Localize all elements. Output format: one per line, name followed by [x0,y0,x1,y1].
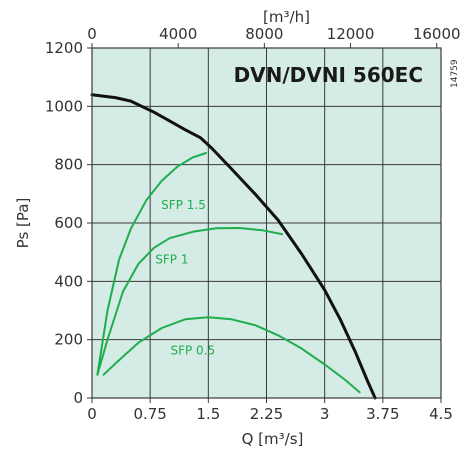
x-tick-label: 4.5 [429,405,453,423]
x-top-tick-label: 8000 [245,25,283,43]
grid [87,43,442,403]
sfp-curve-label: SFP 1.5 [161,198,206,212]
y-tick-label: 1000 [45,97,83,115]
x-top-tick-label: 0 [87,25,97,43]
curves [90,93,377,400]
sfp-curve-label: SFP 0.5 [170,343,215,357]
sfp-curve-label: SFP 1 [155,252,188,266]
curve-labels: SFP 1.5 SFP 1 SFP 0.5 [155,198,215,357]
sfp-curve [96,227,283,376]
x-axis-top-title: [m³/h] [263,8,310,26]
x-tick-label: 2.25 [250,405,283,423]
y-tick-label: 800 [54,156,83,174]
chart-title: DVN/DVNI 560EC [234,63,423,87]
x-top-tick-label: 4000 [159,25,197,43]
y-tick-label: 200 [54,331,83,349]
x-tick-label: 0.75 [133,405,166,423]
x-tick-label: 0 [87,405,97,423]
sfp-curve [96,152,207,376]
y-tick-label: 400 [54,272,83,290]
plot-frame [91,47,442,399]
x-tick-label: 3 [320,405,330,423]
tick-labels: 0 0.75 1.5 2.25 3 3.75 4.5 0 200 400 600 800 1000 120… [45,25,461,423]
y-tick-label: 0 [73,389,83,407]
x-tick-label: 3.75 [366,405,399,423]
x-top-tick-label: 16000 [413,25,461,43]
x-top-tick-label: 12000 [327,25,375,43]
y-tick-label: 1200 [45,39,83,57]
sfp-curve [102,316,361,394]
figure-code: 14759 [450,59,460,88]
x-tick-label: 1.5 [196,405,220,423]
y-axis-title: Ps [Pa] [14,198,32,249]
x-axis-title: Q [m³/s] [242,430,304,448]
fan-curve [90,93,377,400]
y-tick-label: 600 [54,214,83,232]
